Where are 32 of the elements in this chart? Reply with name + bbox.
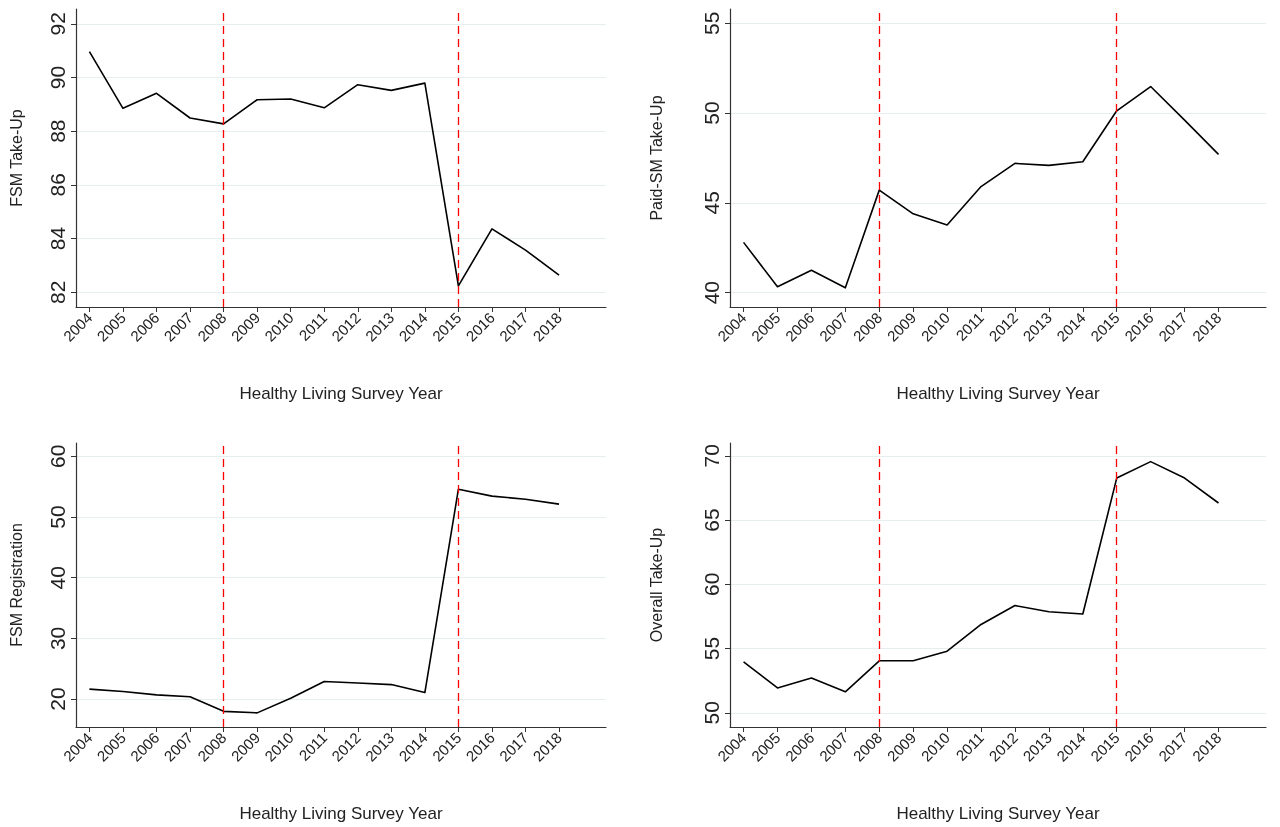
y-axis-title: FSM Registration (7, 523, 25, 647)
line-series (742, 460, 1220, 693)
y-tick-label: 20 (46, 687, 69, 711)
y-tick-label: 45 (700, 191, 723, 215)
y-axis-title: FSM Take-Up (7, 109, 25, 207)
y-tick-label: 84 (46, 226, 69, 251)
x-axis-title: Healthy Living Survey Year (239, 804, 443, 823)
y-tick-label: 92 (46, 12, 69, 36)
y-tick-label: 60 (46, 444, 69, 469)
line-series (88, 488, 560, 714)
y-tick-label: 60 (700, 572, 723, 597)
y-tick-label: 50 (700, 101, 723, 125)
y-tick-label: 70 (700, 444, 723, 468)
y-tick-label: 50 (46, 505, 69, 529)
y-tick-label: 82 (46, 280, 69, 304)
y-tick-label: 65 (700, 508, 723, 532)
y-tick-label: 55 (700, 636, 723, 661)
y-tick-label: 90 (46, 65, 69, 90)
y-tick-label: 30 (46, 626, 69, 651)
x-axis-title: Healthy Living Survey Year (896, 384, 1100, 403)
x-axis-title: Healthy Living Survey Year (239, 384, 443, 403)
y-tick-label: 55 (700, 11, 723, 36)
y-tick-label: 40 (700, 280, 723, 305)
line-series (742, 85, 1220, 289)
y-tick-label: 86 (46, 173, 69, 197)
line-series (88, 50, 560, 287)
y-axis-title: Paid-SM Take-Up (647, 95, 665, 221)
y-axis-title: Overall Take-Up (647, 527, 665, 643)
y-tick-label: 40 (46, 566, 69, 590)
x-axis-title: Healthy Living Survey Year (896, 804, 1100, 823)
y-tick-label: 88 (46, 119, 69, 143)
y-tick-label: 50 (700, 701, 723, 725)
